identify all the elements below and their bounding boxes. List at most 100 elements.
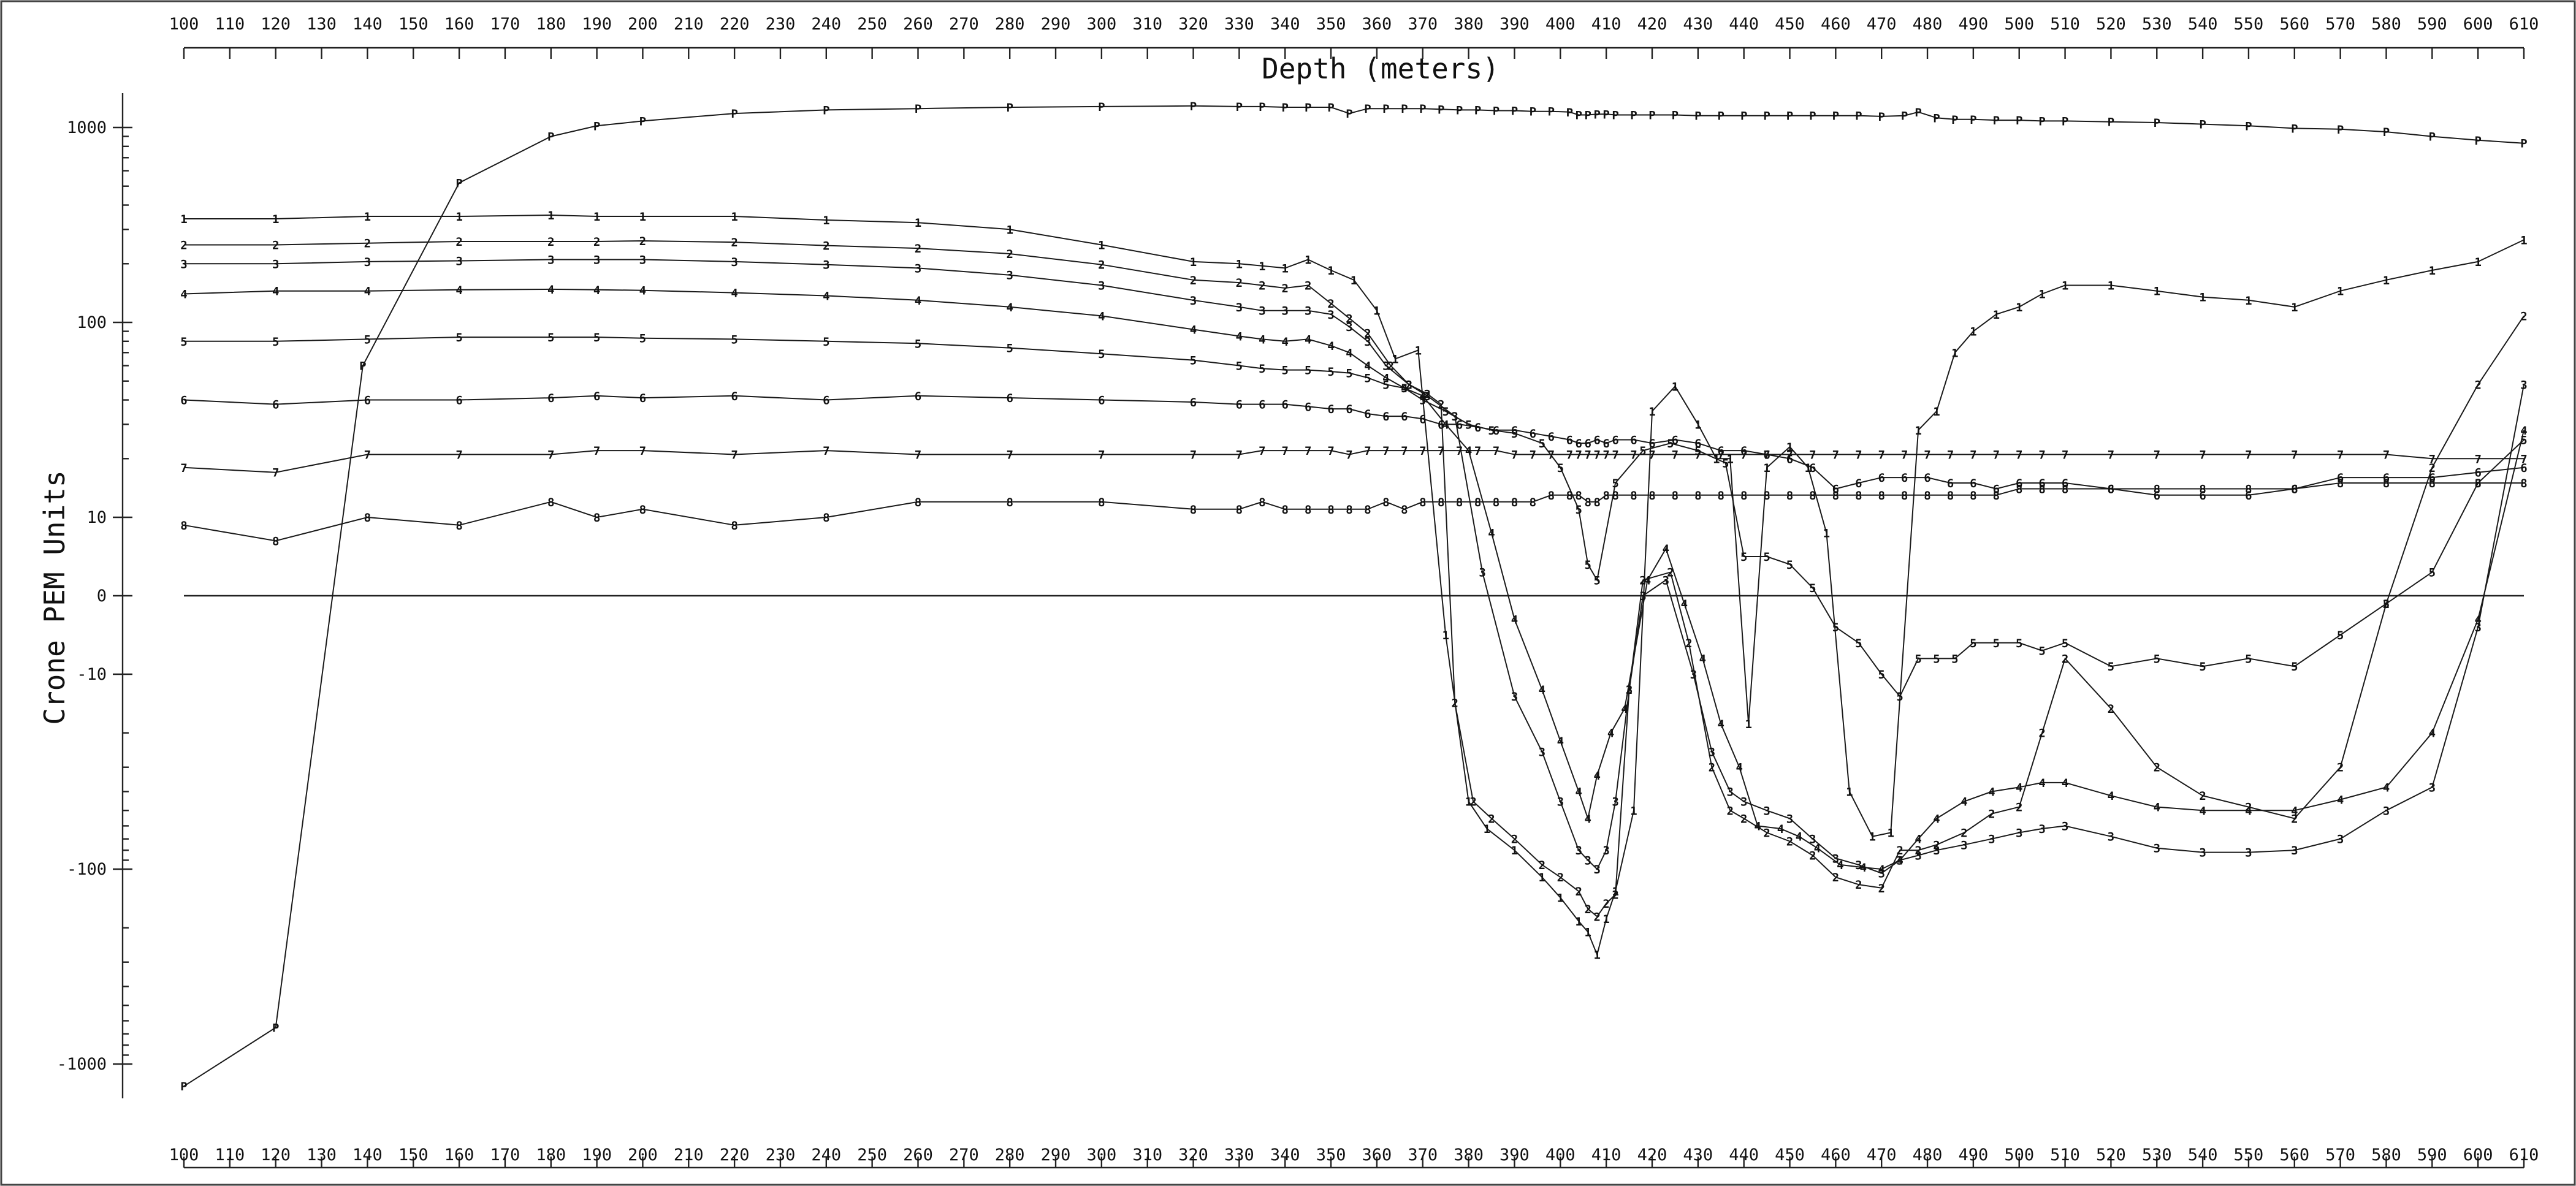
bottom-x-tick-label: 250	[857, 1146, 887, 1165]
series-2-marker: 2	[915, 242, 921, 256]
top-x-tick-label: 310	[1132, 15, 1162, 34]
series-P-marker: P	[2291, 122, 2298, 135]
series-8-marker: 8	[1006, 496, 1013, 509]
bottom-x-tick-label: 550	[2234, 1146, 2264, 1165]
top-x-tick-label: 460	[1821, 15, 1851, 34]
series-7-marker: 7	[1855, 449, 1862, 462]
series-7-marker: 7	[2429, 452, 2436, 466]
series-3-marker: 3	[1327, 308, 1334, 322]
series-8-marker: 8	[2016, 483, 2022, 496]
top-x-tick-label: 520	[2096, 15, 2126, 34]
series-1-marker: 1	[1557, 892, 1564, 905]
series-2-marker: 2	[1763, 827, 1770, 840]
series-4-marker: 4	[2245, 804, 2252, 818]
series-6-marker: 6	[1901, 471, 1908, 485]
series-8-marker: 8	[1993, 489, 2000, 503]
series-6-marker: 6	[2429, 471, 2436, 485]
series-3-marker: 3	[1451, 410, 1458, 424]
bottom-x-tick-label: 170	[490, 1146, 520, 1165]
series-6-marker: 6	[1993, 483, 2000, 496]
top-x-tick-label: 440	[1729, 15, 1759, 34]
series-7-marker: 7	[915, 449, 921, 462]
bottom-x-tick-label: 520	[2096, 1146, 2126, 1165]
series-1-marker: 1	[1630, 804, 1637, 818]
series-5-marker: 5	[1346, 367, 1352, 381]
series-4-marker: 4	[639, 284, 646, 298]
series-6-marker: 6	[1672, 434, 1679, 447]
series-2-marker: 2	[1988, 808, 1995, 821]
series-7-marker: 7	[2474, 452, 2481, 466]
series-6-marker: 6	[1419, 412, 1426, 426]
series-4-marker: 4	[1190, 324, 1197, 337]
series-5-marker: 5	[1488, 424, 1495, 438]
bottom-x-tick-label: 150	[398, 1146, 429, 1165]
series-P-marker: P	[1672, 109, 1679, 123]
series-P-marker: P	[2520, 137, 2527, 151]
series-4-marker: 4	[2291, 804, 2298, 818]
series-4-marker: 4	[1988, 786, 1995, 799]
series-5-marker: 5	[547, 331, 554, 344]
series-P-marker: P	[1098, 101, 1105, 114]
series-3-marker: 3	[1236, 301, 1243, 314]
series-5-marker: 5	[2383, 598, 2390, 611]
top-x-tick-label: 260	[903, 15, 933, 34]
series-5-marker: 5	[1305, 364, 1311, 378]
series-1-marker: 1	[1726, 452, 1733, 466]
series-4-marker: 4	[180, 288, 187, 302]
series-4-marker: 4	[2016, 781, 2022, 794]
bottom-x-tick-label: 210	[674, 1146, 704, 1165]
series-4-marker: 4	[1837, 859, 1843, 872]
top-x-tick-label: 600	[2463, 15, 2493, 34]
series-3-marker: 3	[364, 256, 371, 269]
series-4-marker: 4	[1663, 542, 1669, 556]
series-5-marker: 5	[1511, 427, 1518, 441]
series-2-marker: 2	[272, 239, 279, 253]
series-4-marker: 4	[2038, 777, 2045, 790]
series-6-marker: 6	[2154, 489, 2160, 503]
series-5-marker: 5	[1327, 365, 1334, 379]
series-8-marker: 8	[1630, 489, 1637, 503]
bottom-x-tick-label: 380	[1454, 1146, 1484, 1165]
series-8-marker: 8	[1438, 496, 1444, 509]
series-7-marker: 7	[1438, 444, 1444, 458]
bottom-x-tick-label: 460	[1821, 1146, 1851, 1165]
series-P-marker: P	[1364, 102, 1371, 116]
series-1-marker: 1	[1305, 254, 1311, 267]
bottom-x-tick-label: 500	[2004, 1146, 2034, 1165]
top-x-tick-label: 430	[1683, 15, 1713, 34]
series-4-marker: 4	[1915, 833, 1921, 846]
series-6-marker: 6	[547, 392, 554, 405]
series-3-marker: 3	[1406, 378, 1412, 392]
series-6-marker: 6	[1648, 437, 1655, 450]
series-6-marker: 6	[1493, 424, 1499, 438]
series-7-marker: 7	[1717, 449, 1724, 462]
series-4-marker: 4	[2474, 613, 2481, 626]
y-tick-label: 10	[86, 508, 107, 527]
series-8-marker: 8	[1584, 496, 1591, 509]
bottom-x-tick-label: 450	[1775, 1146, 1805, 1165]
series-4-marker: 4	[1305, 333, 1311, 346]
series-5-marker: 5	[364, 333, 371, 346]
series-3-marker: 3	[2108, 831, 2114, 844]
series-7-marker: 7	[180, 462, 187, 475]
series-P-marker: P	[1584, 109, 1591, 123]
series-8-marker: 8	[1530, 496, 1536, 509]
series-6-marker: 6	[1694, 437, 1701, 450]
bottom-x-tick-label: 420	[1637, 1146, 1667, 1165]
series-2-marker: 2	[823, 240, 829, 253]
series-P-marker: P	[1305, 101, 1311, 115]
bottom-x-tick-label: 570	[2325, 1146, 2355, 1165]
series-8-marker: 8	[1346, 503, 1352, 517]
series-2-marker: 2	[731, 236, 737, 249]
series-1-marker: 1	[2429, 264, 2436, 278]
series-8-marker: 8	[180, 519, 187, 533]
series-3-marker: 3	[1479, 566, 1485, 580]
series-1-marker: 1	[1713, 452, 1720, 466]
series-7-marker: 7	[2291, 449, 2298, 462]
series-7-marker: 7	[2062, 449, 2068, 462]
bottom-x-tick-label: 540	[2188, 1146, 2218, 1165]
series-8-marker: 8	[1327, 503, 1334, 517]
series-8-marker: 8	[1924, 489, 1930, 503]
series-1-marker: 1	[1970, 325, 1976, 339]
top-x-tick-label: 230	[766, 15, 796, 34]
